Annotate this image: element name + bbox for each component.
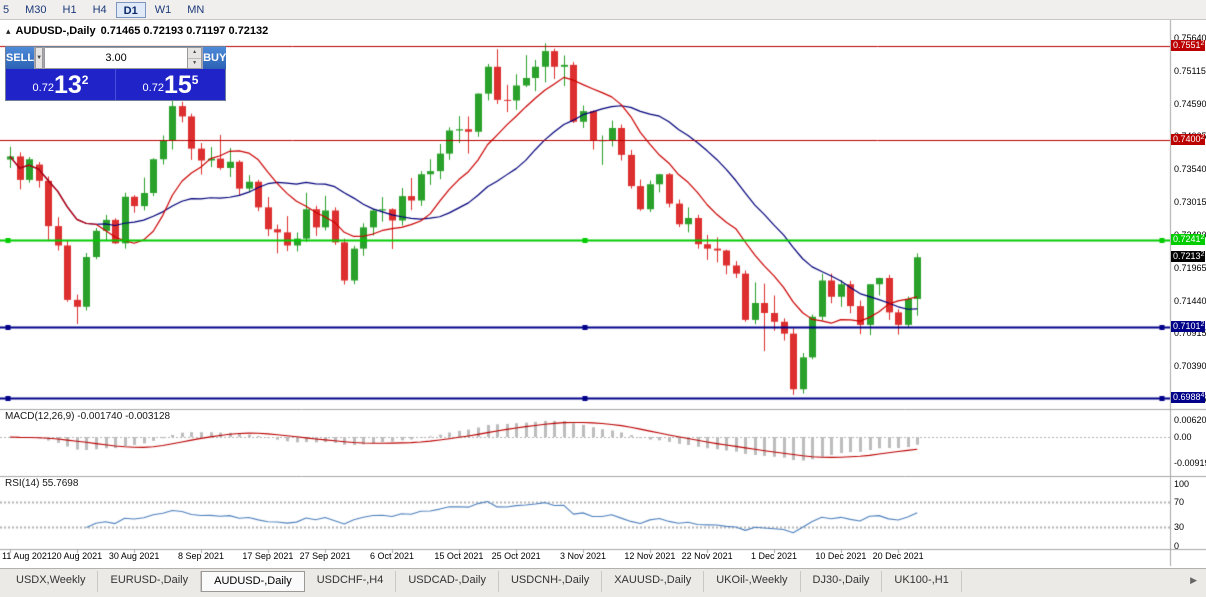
date-label: 10 Dec 2021	[815, 551, 867, 561]
tab-usdcnh-daily[interactable]: USDCNH-,Daily	[499, 571, 603, 592]
macd-axis-label: 0.00	[1174, 432, 1192, 442]
volume-down-icon[interactable]: ▼	[188, 58, 202, 68]
chart-tab-bar: USDX,Weekly EURUSD-,Daily AUDUSD-,Daily USD…	[0, 568, 1206, 597]
price-level-badge: 0.71012	[1171, 321, 1205, 333]
timeframe-toolbar: 5 M30 H1 H4 D1 W1 MN	[0, 0, 1206, 20]
bid-price-pip: 2	[81, 73, 89, 87]
date-label: 30 Aug 2021	[108, 551, 160, 561]
price-level-badge: 0.72412	[1171, 233, 1205, 245]
timeframe-button-w1[interactable]: W1	[154, 3, 172, 16]
date-label: 1 Dec 2021	[750, 551, 798, 561]
date-label: 8 Sep 2021	[177, 551, 225, 561]
tab-scroll-right-icon[interactable]: ▶	[1190, 575, 1197, 585]
price-axis-tick: 0.75640	[1174, 33, 1206, 43]
ask-price-prefix: 0.72	[142, 82, 164, 94]
tab-uk100-h1[interactable]: UK100-,H1	[882, 571, 962, 592]
chart-header: ▴ AUDUSD-,Daily 0.71465 0.72193 0.71197 …	[6, 25, 268, 37]
timeframe-button-5[interactable]: 5	[3, 3, 10, 16]
price-axis-tick: 0.70915	[1174, 328, 1206, 339]
volume-spinner: ▲ ▼	[187, 48, 202, 68]
sell-button[interactable]: SELL	[6, 47, 35, 69]
volume-dropdown-icon[interactable]: ▼	[35, 47, 44, 69]
ask-price[interactable]: 0.72 15 5	[116, 69, 225, 100]
macd-header: MACD(12,26,9) -0.001740 -0.003128	[5, 411, 171, 422]
volume-stepper: ▲ ▼	[44, 47, 203, 69]
tab-usdcad-daily[interactable]: USDCAD-,Daily	[396, 571, 499, 592]
price-axis-tick: 0.70390	[1174, 361, 1206, 372]
tab-dj30-daily[interactable]: DJ30-,Daily	[801, 571, 883, 592]
price-level-badge: 0.75512	[1171, 40, 1205, 51]
price-level-badge: 0.69884	[1171, 391, 1205, 403]
date-label: 27 Sep 2021	[299, 551, 351, 561]
date-label: 25 Oct 2021	[491, 551, 541, 561]
timeframe-button-mn[interactable]: MN	[187, 3, 205, 16]
timeframe-button-h1[interactable]: H1	[62, 3, 77, 16]
chart-canvas[interactable]	[0, 20, 1206, 568]
date-label: 15 Oct 2021	[434, 551, 484, 561]
current-price-badge: 0.72132	[1171, 251, 1205, 263]
chart-symbol: AUDUSD-,Daily	[15, 25, 96, 37]
ask-price-pip: 5	[191, 73, 199, 87]
price-divider	[115, 69, 116, 100]
price-axis-tick: 0.71965	[1174, 262, 1206, 273]
rsi-axis-label: 70	[1174, 497, 1185, 508]
date-label: 17 Sep 2021	[242, 551, 294, 561]
macd-axis-label: -0.00919	[1174, 457, 1206, 468]
price-axis-tick: 0.73540	[1174, 164, 1206, 175]
macd-axis-label: 0.006201	[1174, 414, 1206, 425]
bid-price[interactable]: 0.72 13 2	[6, 69, 115, 100]
date-label: 22 Nov 2021	[681, 551, 733, 561]
price-axis-tick: 0.73015	[1174, 197, 1206, 208]
ask-price-big: 15	[163, 70, 192, 99]
date-label: 20 Dec 2021	[872, 551, 924, 561]
tab-eurusd-daily[interactable]: EURUSD-,Daily	[98, 571, 202, 592]
chart-tabs: USDX,Weekly EURUSD-,Daily AUDUSD-,Daily USD…	[4, 571, 962, 592]
trade-panel-controls: SELL ▼ ▲ ▼ BUY	[6, 47, 227, 69]
price-axis-tick: 0.75115	[1174, 65, 1206, 76]
date-label: 3 Nov 2021	[559, 551, 607, 561]
date-label: 12 Nov 2021	[624, 551, 676, 561]
bid-price-prefix: 0.72	[32, 82, 54, 94]
tab-usdchf-h4[interactable]: USDCHF-,H4	[305, 571, 397, 592]
timeframe-button-m30[interactable]: M30	[25, 3, 47, 16]
price-axis-tick: 0.74590	[1174, 98, 1206, 109]
trade-panel-prices: 0.72 13 2 0.72 15 5	[6, 69, 225, 100]
tab-ukoil-weekly[interactable]: UKOil-,Weekly	[704, 571, 801, 592]
date-label: 20 Aug 2021	[51, 551, 103, 561]
timeframe-button-h4[interactable]: H4	[92, 3, 107, 16]
price-level-badge: 0.74002	[1171, 134, 1205, 146]
price-axis-tick: 0.71440	[1174, 295, 1206, 306]
tab-usdx-weekly[interactable]: USDX,Weekly	[4, 571, 99, 592]
tab-xauusd-daily[interactable]: XAUUSD-,Daily	[602, 571, 705, 592]
date-label: 11 Aug 2021	[2, 551, 52, 561]
tab-audusd-daily[interactable]: AUDUSD-,Daily	[201, 571, 305, 592]
volume-input[interactable]	[45, 48, 188, 68]
rsi-axis-label: 100	[1174, 479, 1190, 489]
chart-ohlc-values: 0.71465 0.72193 0.71197 0.72132	[100, 25, 269, 37]
bid-price-big: 13	[53, 70, 82, 99]
rsi-axis-label: 0	[1174, 540, 1180, 551]
rsi-axis-label: 30	[1174, 522, 1185, 533]
one-click-toggle-icon[interactable]: ▴	[6, 25, 11, 36]
date-label: 6 Oct 2021	[369, 551, 415, 561]
buy-button[interactable]: BUY	[203, 47, 227, 69]
volume-up-icon[interactable]: ▲	[188, 48, 202, 59]
rsi-header: RSI(14) 55.7698	[5, 478, 79, 489]
timeframe-button-d1[interactable]: D1	[115, 1, 146, 18]
